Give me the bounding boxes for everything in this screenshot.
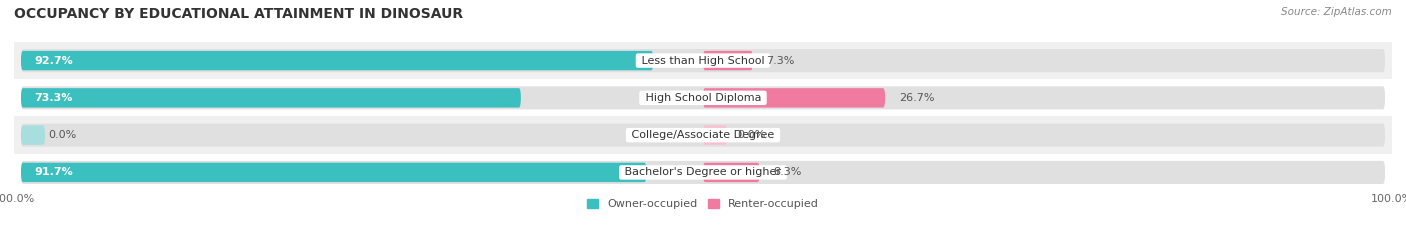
FancyBboxPatch shape <box>21 161 1385 184</box>
Text: 8.3%: 8.3% <box>773 168 801 177</box>
FancyBboxPatch shape <box>21 49 1385 72</box>
FancyBboxPatch shape <box>21 163 647 182</box>
Bar <box>14 79 1392 116</box>
Text: 0.0%: 0.0% <box>738 130 766 140</box>
Text: 92.7%: 92.7% <box>35 56 73 65</box>
FancyBboxPatch shape <box>21 125 45 145</box>
Text: 26.7%: 26.7% <box>898 93 935 103</box>
FancyBboxPatch shape <box>703 125 727 145</box>
Text: 91.7%: 91.7% <box>35 168 73 177</box>
Text: College/Associate Degree: College/Associate Degree <box>628 130 778 140</box>
Text: Source: ZipAtlas.com: Source: ZipAtlas.com <box>1281 7 1392 17</box>
Text: Less than High School: Less than High School <box>638 56 768 65</box>
Text: 73.3%: 73.3% <box>35 93 73 103</box>
Text: Bachelor's Degree or higher: Bachelor's Degree or higher <box>621 168 785 177</box>
FancyBboxPatch shape <box>21 86 1385 110</box>
FancyBboxPatch shape <box>21 123 1385 147</box>
FancyBboxPatch shape <box>21 51 654 70</box>
Text: OCCUPANCY BY EDUCATIONAL ATTAINMENT IN DINOSAUR: OCCUPANCY BY EDUCATIONAL ATTAINMENT IN D… <box>14 7 463 21</box>
Text: 0.0%: 0.0% <box>48 130 77 140</box>
Text: High School Diploma: High School Diploma <box>641 93 765 103</box>
FancyBboxPatch shape <box>21 88 520 108</box>
FancyBboxPatch shape <box>703 51 752 70</box>
Bar <box>14 116 1392 154</box>
Text: 7.3%: 7.3% <box>766 56 794 65</box>
FancyBboxPatch shape <box>703 88 886 108</box>
Bar <box>14 154 1392 191</box>
Bar <box>14 42 1392 79</box>
FancyBboxPatch shape <box>703 163 759 182</box>
Legend: Owner-occupied, Renter-occupied: Owner-occupied, Renter-occupied <box>582 194 824 213</box>
